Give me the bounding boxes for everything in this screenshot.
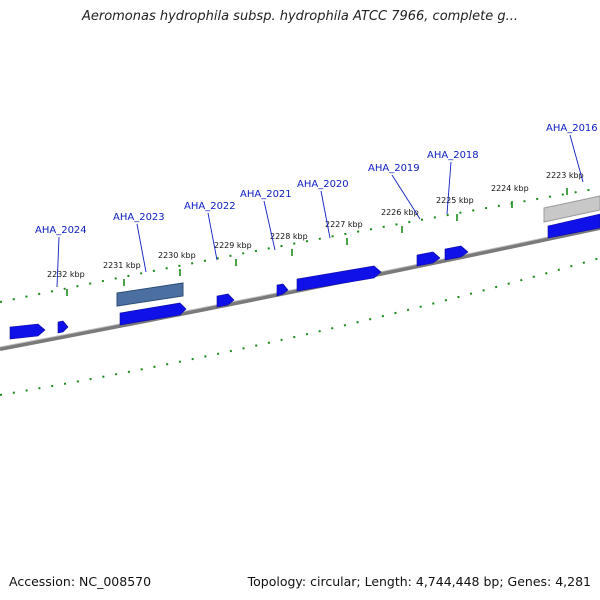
gene-arrow[interactable]: [296, 265, 382, 292]
genome-summary: Topology: circular; Length: 4,744,448 bp…: [247, 574, 591, 589]
gene-label[interactable]: AHA_2024: [35, 225, 87, 236]
gene-label[interactable]: AHA_2020: [297, 179, 349, 190]
gene-arrow[interactable]: [57, 320, 69, 334]
gene-arrow[interactable]: [276, 283, 289, 297]
kbp-label: 2231 kbp: [103, 261, 141, 270]
gene-label[interactable]: AHA_2021: [240, 189, 292, 200]
gene-arrows: [9, 213, 600, 340]
kbp-labels: 2232 kbp 2231 kbp 2230 kbp 2229 kbp 2228 kbp…: [47, 171, 584, 279]
gene-label[interactable]: AHA_2019: [368, 163, 420, 174]
gene-arrow[interactable]: [547, 213, 600, 239]
gene-callout-line: [263, 200, 276, 251]
major-ticks: [66, 188, 568, 296]
gene-callout-line: [391, 174, 421, 220]
gene-label[interactable]: AHA_2022: [184, 201, 236, 212]
kbp-label: 2229 kbp: [214, 241, 252, 250]
gene-callout-line: [569, 134, 584, 183]
gene-label[interactable]: AHA_2016: [546, 123, 598, 134]
gene-label[interactable]: AHA_2018: [427, 150, 479, 161]
gene-callout-line: [56, 236, 60, 288]
kbp-label: 2223 kbp: [546, 171, 584, 180]
gene-arrow[interactable]: [444, 245, 469, 261]
gene-arrow[interactable]: [119, 302, 187, 326]
gene-callout-line: [136, 223, 147, 273]
accession-label: Accession: NC_008570: [9, 574, 152, 589]
kbp-label: 2225 kbp: [436, 196, 474, 205]
gene-aha-2016-grey[interactable]: [543, 195, 600, 223]
kbp-label: 2232 kbp: [47, 270, 85, 279]
kbp-label: 2226 kbp: [381, 208, 419, 217]
gene-arrow[interactable]: [416, 251, 441, 267]
kbp-label: 2227 kbp: [325, 220, 363, 229]
gene-arrow[interactable]: [216, 293, 235, 308]
kbp-label: 2228 kbp: [270, 232, 308, 241]
gene-aha-2023-selected[interactable]: [116, 282, 184, 307]
map-title: Aeromonas hydrophila subsp. hydrophila A…: [81, 9, 519, 24]
gene-callout-line: [446, 161, 452, 215]
kbp-label: 2230 kbp: [158, 251, 196, 260]
gene-callout-line: [207, 212, 218, 261]
gene-callout-line: [320, 190, 331, 239]
gene-labels: AHA_2024 AHA_2023 AHA_2022 AHA_2021 AHA_2020…: [35, 123, 598, 288]
gene-label[interactable]: AHA_2023: [113, 212, 165, 223]
kbp-label: 2224 kbp: [491, 184, 529, 193]
gene-arrow[interactable]: [9, 323, 46, 340]
